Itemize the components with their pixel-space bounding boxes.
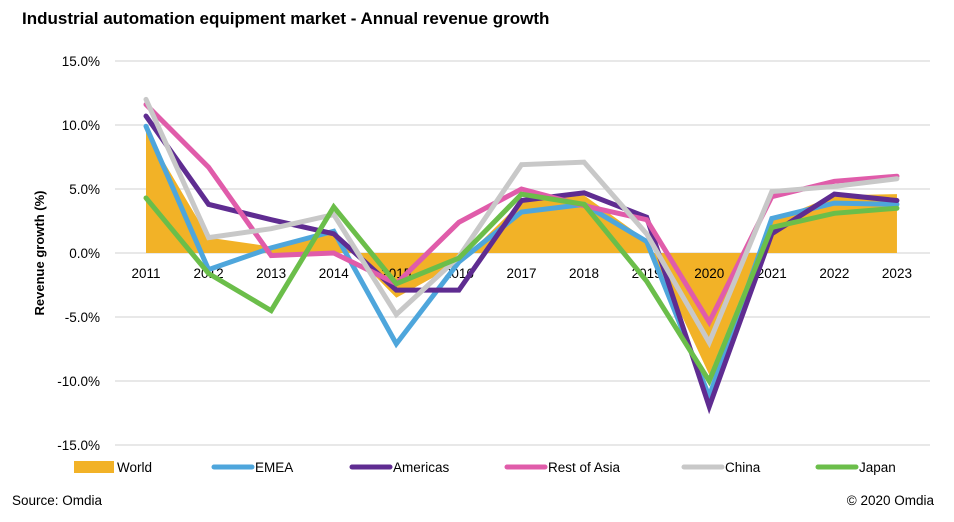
x-tick-label: 2017	[506, 266, 536, 281]
copyright-note: © 2020 Omdia	[846, 493, 934, 508]
y-tick-labels: 15.0% 10.0% 5.0% 0.0% -5.0% -10.0% -15.0%	[57, 54, 100, 453]
chart-title: Industrial automation equipment market -…	[22, 9, 550, 28]
x-tick-label: 2021	[757, 266, 787, 281]
legend-item-rest-of-asia: Rest of Asia	[504, 460, 621, 475]
y-axis-label: Revenue growth (%)	[32, 191, 47, 316]
line-series	[143, 96, 900, 415]
source-note: Source: Omdia	[12, 493, 103, 508]
x-tick-label: 2023	[882, 266, 912, 281]
legend-item-emea: EMEA	[211, 460, 293, 475]
y-tick-label: -15.0%	[57, 438, 100, 453]
legend-label: World	[117, 460, 152, 475]
legend-item-japan: Japan	[815, 460, 896, 475]
legend-label: Japan	[859, 460, 896, 475]
legend: World EMEA Americas Rest of Asia China Japan	[74, 460, 896, 475]
y-tick-label: -5.0%	[65, 310, 100, 325]
legend-label: China	[725, 460, 761, 475]
x-tick-label: 2014	[319, 266, 350, 281]
area-series	[146, 131, 897, 375]
legend-swatch	[74, 461, 114, 473]
legend-item-world: World	[74, 460, 152, 475]
legend-item-americas: Americas	[349, 460, 450, 475]
x-tick-label: 2022	[819, 266, 849, 281]
x-tick-label: 2013	[256, 266, 286, 281]
legend-item-china: China	[681, 460, 761, 475]
x-tick-label: 2020	[694, 266, 724, 281]
legend-label: Americas	[393, 460, 450, 475]
x-tick-label: 2011	[131, 266, 160, 281]
legend-label: EMEA	[255, 460, 293, 475]
y-tick-label: 15.0%	[62, 54, 100, 69]
line-americas	[143, 113, 900, 415]
x-tick-labels: 2011 2012 2013 2014 2015 2016 2017 2018 2019 2020…	[131, 266, 911, 281]
area-world	[146, 131, 897, 375]
y-tick-label: 10.0%	[62, 118, 100, 133]
x-tick-label: 2018	[569, 266, 599, 281]
y-tick-label: -10.0%	[57, 374, 100, 389]
line-china	[143, 96, 900, 349]
legend-label: Rest of Asia	[548, 460, 621, 475]
y-tick-label: 5.0%	[69, 182, 100, 197]
y-tick-label: 0.0%	[69, 246, 100, 261]
line-japan	[143, 191, 900, 387]
line-emea	[143, 123, 900, 404]
